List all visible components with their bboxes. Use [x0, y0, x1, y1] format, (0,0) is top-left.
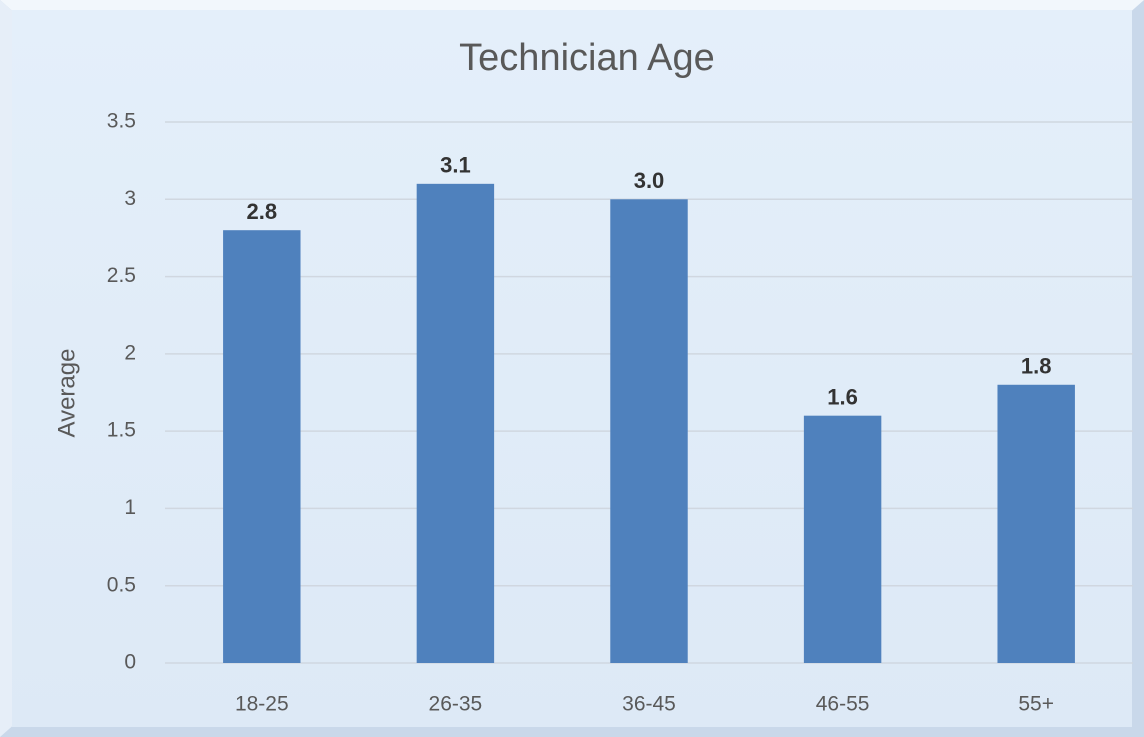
x-tick-label: 26-35: [429, 693, 483, 716]
y-tick-label: 0: [124, 651, 136, 674]
bar: [223, 230, 301, 663]
bar: [416, 183, 495, 664]
data-label: 2.8: [247, 199, 278, 224]
y-tick-label: 1: [124, 496, 136, 519]
y-tick-label: 1.5: [107, 419, 136, 442]
data-label: 1.8: [1021, 354, 1052, 379]
x-tick-label: 55+: [1018, 693, 1054, 716]
chart-title: Technician Age: [459, 37, 715, 79]
x-tick-label: 46-55: [816, 693, 870, 716]
data-label: 3.1: [440, 153, 471, 178]
y-tick-label: 2: [124, 341, 136, 364]
x-tick-label: 18-25: [235, 693, 289, 716]
bar: [610, 199, 688, 664]
y-axis-label: Average: [53, 349, 80, 438]
y-tick-label: 2.5: [107, 264, 136, 287]
data-label: 3.0: [634, 168, 665, 193]
chart-background: [12, 10, 1132, 727]
bar: [997, 384, 1075, 663]
bar: [803, 415, 882, 663]
x-tick-label: 36-45: [622, 693, 676, 716]
y-tick-label: 0.5: [107, 573, 136, 596]
data-label: 1.6: [827, 384, 858, 409]
y-tick-label: 3.5: [107, 110, 136, 133]
y-tick-label: 3: [124, 187, 136, 210]
